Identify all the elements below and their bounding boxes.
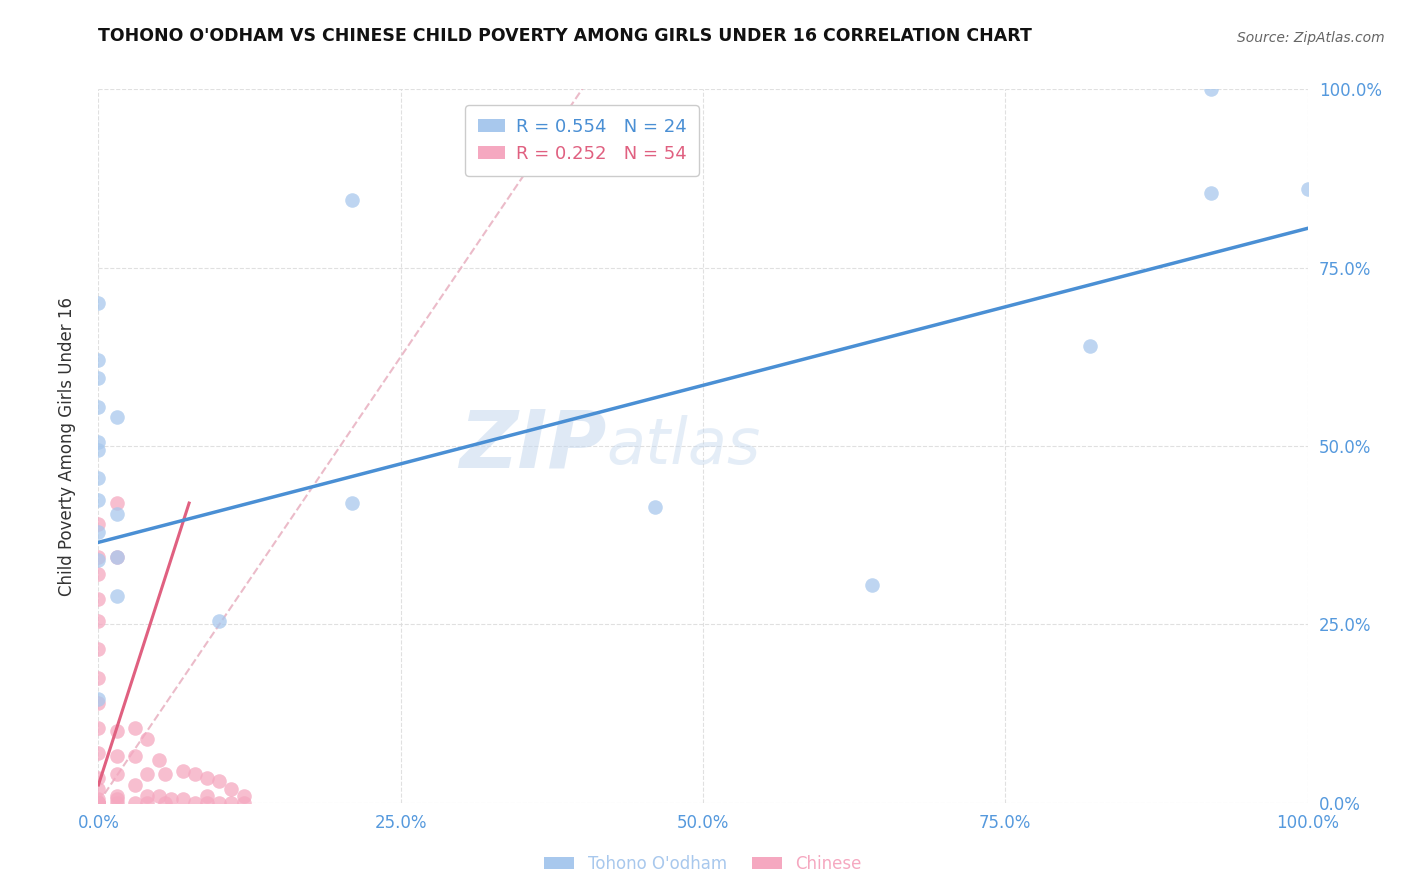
Point xyxy=(135,767,157,781)
Legend: Tohono O'odham, Chinese: Tohono O'odham, Chinese xyxy=(537,848,869,880)
Y-axis label: Child Poverty Among Girls Under 16: Child Poverty Among Girls Under 16 xyxy=(58,296,76,596)
Point xyxy=(135,731,157,746)
Point xyxy=(87,549,110,564)
Point xyxy=(208,774,231,789)
Text: atlas: atlas xyxy=(606,415,761,477)
Point xyxy=(153,796,176,810)
Point xyxy=(221,796,243,810)
Point xyxy=(105,549,128,564)
Point xyxy=(1296,182,1319,196)
Point xyxy=(172,764,194,778)
Point xyxy=(87,371,110,385)
Point xyxy=(1078,339,1101,353)
Point xyxy=(124,749,146,764)
Point xyxy=(87,592,110,607)
Point xyxy=(87,792,110,806)
Point xyxy=(135,789,157,803)
Point xyxy=(644,500,666,514)
Point xyxy=(184,767,207,781)
Point xyxy=(124,778,146,792)
Point xyxy=(87,796,110,810)
Point xyxy=(87,400,110,414)
Point xyxy=(148,753,170,767)
Point xyxy=(87,553,110,567)
Point xyxy=(1199,186,1222,200)
Point xyxy=(87,796,110,810)
Point xyxy=(87,435,110,450)
Point xyxy=(87,796,110,810)
Point xyxy=(87,721,110,735)
Point xyxy=(87,671,110,685)
Point xyxy=(105,789,128,803)
Point xyxy=(208,614,231,628)
Point xyxy=(87,614,110,628)
Point xyxy=(105,589,128,603)
Point xyxy=(87,517,110,532)
Point xyxy=(124,721,146,735)
Point xyxy=(195,789,218,803)
Point xyxy=(208,796,231,810)
Point xyxy=(87,771,110,785)
Text: Source: ZipAtlas.com: Source: ZipAtlas.com xyxy=(1237,30,1385,45)
Point xyxy=(87,796,110,810)
Point xyxy=(1199,82,1222,96)
Point xyxy=(232,789,254,803)
Text: ZIP: ZIP xyxy=(458,407,606,485)
Point xyxy=(87,796,110,810)
Legend: R = 0.554   N = 24, R = 0.252   N = 54: R = 0.554 N = 24, R = 0.252 N = 54 xyxy=(465,105,699,176)
Point xyxy=(221,781,243,796)
Point xyxy=(195,771,218,785)
Text: TOHONO O'ODHAM VS CHINESE CHILD POVERTY AMONG GIRLS UNDER 16 CORRELATION CHART: TOHONO O'ODHAM VS CHINESE CHILD POVERTY … xyxy=(98,27,1032,45)
Point xyxy=(87,781,110,796)
Point xyxy=(105,792,128,806)
Point xyxy=(87,696,110,710)
Point xyxy=(124,796,146,810)
Point xyxy=(860,578,883,592)
Point xyxy=(105,767,128,781)
Point xyxy=(87,746,110,760)
Point xyxy=(105,796,128,810)
Point xyxy=(195,796,218,810)
Point xyxy=(105,749,128,764)
Point xyxy=(135,796,157,810)
Point xyxy=(87,471,110,485)
Point xyxy=(105,410,128,425)
Point xyxy=(87,567,110,582)
Point xyxy=(87,692,110,706)
Point xyxy=(184,796,207,810)
Point xyxy=(160,792,183,806)
Point xyxy=(87,353,110,368)
Point xyxy=(105,496,128,510)
Point xyxy=(153,767,176,781)
Point xyxy=(148,789,170,803)
Point xyxy=(87,296,110,310)
Point xyxy=(105,549,128,564)
Point xyxy=(87,642,110,657)
Point xyxy=(105,507,128,521)
Point xyxy=(87,442,110,457)
Point xyxy=(172,792,194,806)
Point xyxy=(105,724,128,739)
Point xyxy=(87,492,110,507)
Point xyxy=(232,796,254,810)
Point xyxy=(342,193,364,207)
Point xyxy=(87,796,110,810)
Point xyxy=(87,524,110,539)
Point xyxy=(342,496,364,510)
Point xyxy=(87,796,110,810)
